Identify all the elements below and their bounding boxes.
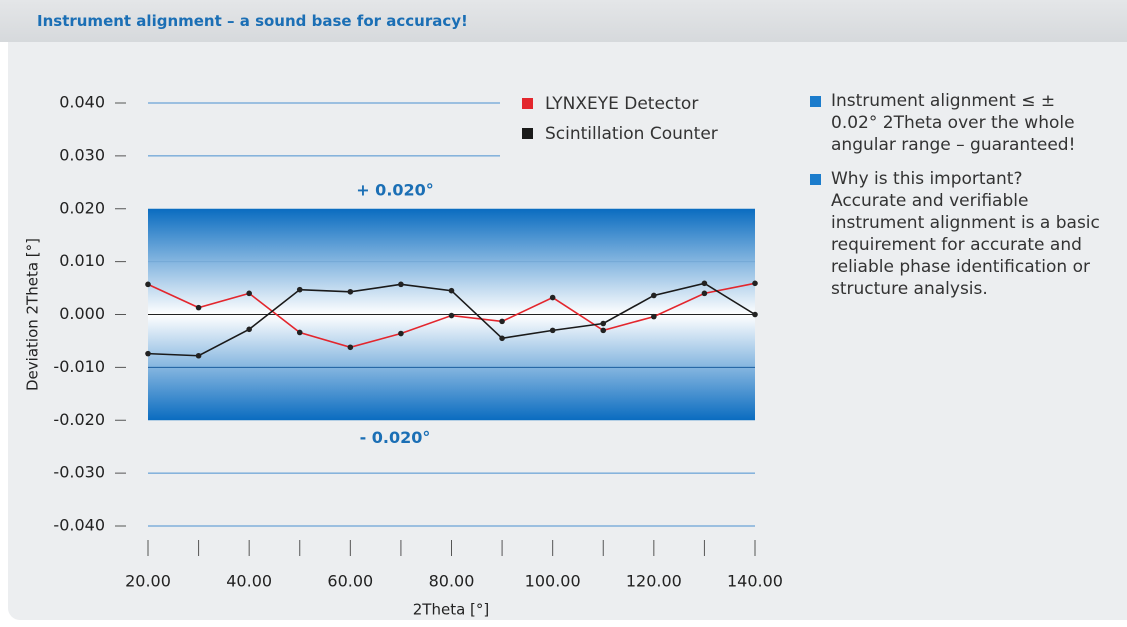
x-tick-label: 40.00 [226, 572, 272, 591]
y-tick-label: 0.010 [59, 251, 105, 270]
data-point [145, 350, 151, 357]
data-point [448, 312, 455, 319]
bullet-list: Instrument alignment ≤ ± 0.02° 2Theta ov… [810, 90, 1127, 312]
y-tick-label: -0.020 [53, 410, 105, 429]
y-tick-label: 0.020 [59, 198, 105, 217]
x-tick-label: 60.00 [327, 572, 373, 591]
y-tick-label: -0.010 [53, 357, 105, 376]
bullet: Instrument alignment ≤ ± 0.02° 2Theta ov… [810, 90, 1101, 156]
data-point [752, 280, 758, 287]
bullet: Why is this important? Accurate and veri… [810, 168, 1101, 300]
x-tick-label: 120.00 [626, 572, 682, 591]
data-point [195, 304, 202, 311]
data-point [195, 352, 202, 359]
data-point [499, 318, 505, 325]
data-point [752, 311, 758, 318]
x-tick-label: 140.00 [727, 572, 783, 591]
data-point [499, 335, 505, 342]
data-point [398, 330, 404, 337]
data-point [347, 344, 354, 351]
legend-swatch [522, 128, 533, 139]
data-point [701, 290, 708, 297]
header-title: Instrument alignment – a sound base for … [37, 12, 468, 30]
y-tick-label: -0.030 [53, 463, 105, 482]
data-point [448, 287, 455, 294]
legend-swatch [522, 98, 533, 109]
data-point [600, 327, 607, 334]
data-point [701, 280, 708, 287]
data-point [296, 286, 303, 293]
y-tick-label: 0.040 [59, 93, 105, 112]
y-tick-label: 0.000 [59, 304, 105, 323]
x-tick-label: 20.00 [125, 572, 171, 591]
data-point [549, 327, 556, 334]
x-tick-label: 100.00 [525, 572, 581, 591]
chart: + 0.020° - 0.020° 0.040 0.030 0.020 0.010 0.00… [24, 93, 783, 619]
data-point [246, 290, 252, 297]
band-label: + 0.020° [356, 180, 434, 199]
data-point [145, 281, 151, 288]
data-point [549, 294, 556, 301]
band-label: - 0.020° [360, 428, 431, 447]
x-axis-label: 2Theta [°] [413, 601, 490, 619]
y-axis-label: Deviation 2Theta [°] [24, 238, 42, 391]
y-tick-label: -0.040 [53, 516, 105, 535]
legend-label: Scintillation Counter [545, 124, 718, 144]
data-point [296, 329, 303, 336]
x-tick-label: 80.00 [429, 572, 475, 591]
data-point [398, 281, 404, 288]
header: Instrument alignment – a sound base for … [0, 0, 1127, 42]
data-point [246, 326, 252, 333]
data-point [651, 292, 657, 299]
data-point [651, 313, 657, 320]
data-point [600, 320, 607, 327]
data-point [347, 288, 354, 295]
legend-label: LYNXEYE Detector [545, 94, 698, 114]
y-tick-label: 0.030 [59, 145, 105, 164]
